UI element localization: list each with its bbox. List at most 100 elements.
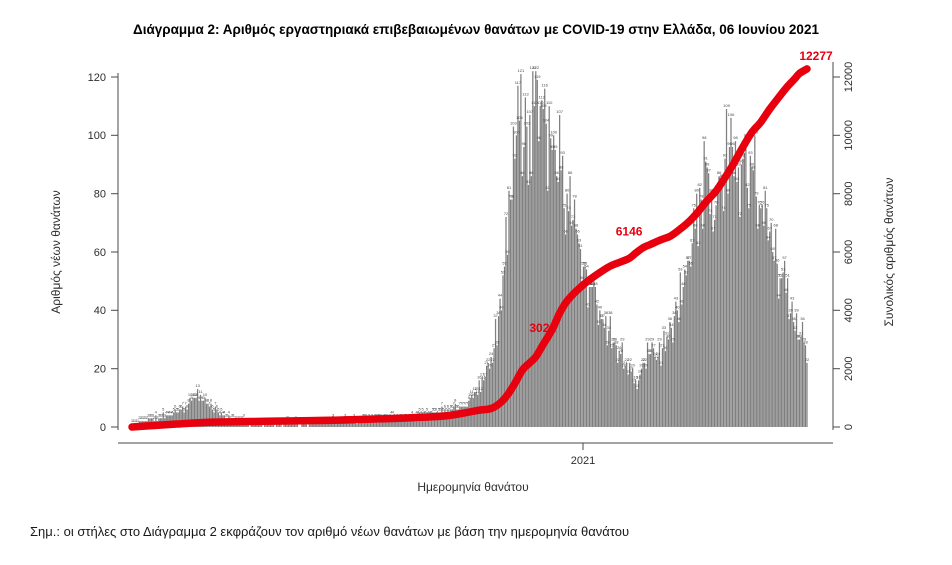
bar — [199, 394, 202, 427]
bar-value-label: 1 — [131, 418, 134, 423]
bar — [798, 339, 801, 427]
bar-value-label: 5 — [433, 406, 436, 411]
bar-value-label: 66 — [575, 229, 580, 234]
bar — [414, 418, 416, 427]
bar-value-label: 34 — [669, 322, 674, 327]
bar — [797, 339, 799, 427]
bar — [794, 330, 796, 427]
bar-value-label: 3 — [243, 412, 246, 417]
bar — [155, 415, 157, 427]
bar-value-label: 7 — [182, 401, 185, 406]
bar — [639, 374, 641, 427]
bar — [705, 161, 707, 427]
bar — [730, 117, 732, 427]
bar — [742, 158, 744, 428]
bar — [682, 287, 684, 427]
bar-value-label: 13 — [195, 383, 200, 388]
bar — [697, 246, 699, 427]
bar-value-label: 105 — [516, 115, 523, 120]
bar — [188, 403, 190, 427]
bar-value-label: 76 — [757, 199, 762, 204]
bar — [265, 424, 267, 427]
bar — [710, 193, 713, 427]
bar-value-label: 31 — [665, 331, 670, 336]
bar-value-label: 29 — [620, 336, 625, 341]
bar — [517, 85, 519, 427]
bar-value-label: 5 — [439, 406, 442, 411]
bar — [632, 368, 634, 427]
bar-value-label: 67 — [767, 226, 772, 231]
bar-value-label: 121 — [518, 68, 525, 73]
bar-value-label: 9 — [198, 395, 201, 400]
bar — [699, 187, 701, 427]
bar — [322, 424, 324, 427]
bar-value-label: 20 — [644, 363, 649, 368]
bar — [550, 138, 552, 427]
bar — [310, 424, 312, 427]
bar — [748, 208, 750, 427]
bar-value-label: 7 — [465, 401, 468, 406]
bar-value-label: 86 — [529, 170, 534, 175]
bar-value-label: 92 — [513, 153, 518, 158]
bar-value-label: 3 — [225, 412, 228, 417]
bar — [348, 421, 351, 427]
bar-value-label: 38 — [672, 310, 677, 315]
bar — [244, 424, 246, 427]
bar-value-label: 4 — [411, 409, 414, 414]
bar-value-label: 6 — [456, 404, 459, 409]
bar — [542, 109, 544, 427]
bar-value-label: 103 — [510, 121, 517, 126]
bar — [766, 208, 768, 427]
bar — [211, 409, 214, 427]
bar-value-label: 2 — [156, 415, 159, 420]
bar — [573, 199, 576, 427]
y-axis-left-title: Αριθμός νέων θανάτων — [49, 190, 63, 313]
bar — [311, 424, 313, 427]
bar — [556, 176, 558, 427]
bar — [548, 106, 550, 428]
bar-value-label: 36 — [800, 316, 805, 321]
bar-value-label: 4 — [427, 409, 430, 414]
bar — [679, 272, 681, 427]
bar-value-label: 28 — [803, 339, 808, 344]
bar — [186, 409, 188, 427]
bar — [524, 97, 526, 428]
bar — [767, 240, 769, 427]
bar-value-label: 4 — [155, 409, 158, 414]
bar-value-label: 6 — [211, 404, 214, 409]
bar — [360, 421, 363, 427]
bar-value-label: 116 — [542, 83, 549, 88]
bar-value-label: 9 — [190, 395, 193, 400]
bar-value-label: 79 — [754, 191, 759, 196]
bar-value-label: 69 — [569, 220, 574, 225]
bar — [204, 397, 206, 427]
bar-value-label: 55 — [581, 261, 586, 266]
bar-value-label: 21 — [484, 360, 489, 365]
bar-value-label: 82 — [745, 182, 750, 187]
bar — [174, 409, 176, 427]
bar — [316, 424, 318, 427]
bar-value-label: 2 — [146, 415, 149, 420]
bar — [192, 397, 194, 427]
bar-value-label: 8 — [207, 398, 210, 403]
bar — [354, 421, 357, 427]
bar-value-label: 6 — [186, 404, 189, 409]
bar — [661, 348, 664, 427]
bar-value-label: 28 — [495, 339, 500, 344]
bar — [637, 380, 640, 427]
bar — [575, 228, 577, 427]
bar-value-label: 3 — [371, 412, 374, 417]
bar-value-label: 36 — [677, 316, 682, 321]
bar-value-label: 4 — [436, 409, 439, 414]
y-axis-left-tick-label: 40 — [94, 305, 106, 317]
bar-value-label: 13 — [635, 383, 640, 388]
bar — [716, 190, 719, 427]
bar — [259, 424, 261, 427]
bar-value-label: 104 — [543, 118, 550, 123]
bar-value-label: 68 — [693, 223, 698, 228]
bar-value-label: 98 — [733, 135, 738, 140]
bar — [284, 424, 287, 427]
bar-value-label: 39 — [788, 307, 793, 312]
bar-value-label: 3 — [149, 412, 152, 417]
bar — [488, 368, 491, 427]
